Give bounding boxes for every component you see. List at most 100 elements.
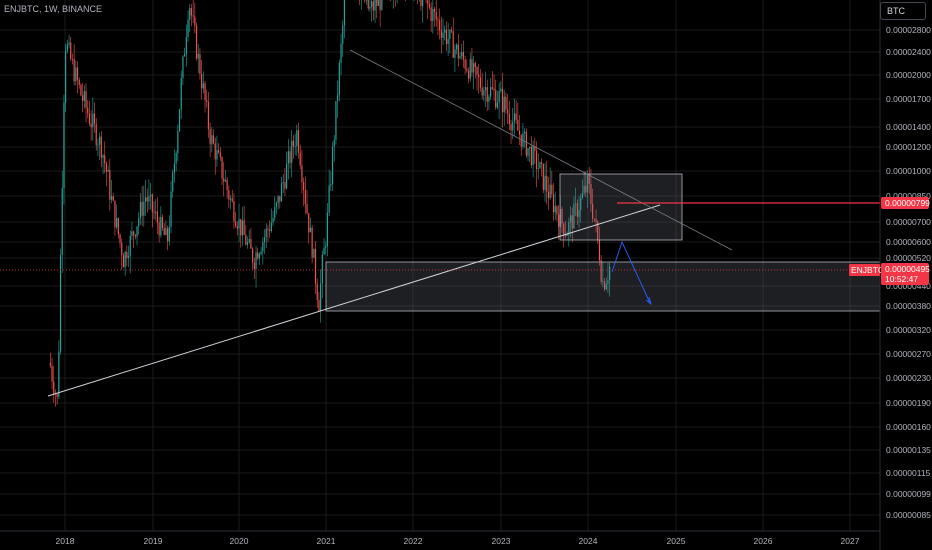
price-axis-tick-label: 0.00000085 bbox=[886, 510, 931, 520]
candle-body bbox=[100, 136, 102, 158]
candle-body bbox=[119, 234, 121, 243]
ascending-trendline[interactable] bbox=[47, 204, 661, 397]
candle-body bbox=[427, 0, 429, 5]
candle-body bbox=[440, 30, 442, 38]
candle-body bbox=[578, 210, 580, 217]
candle-body bbox=[65, 50, 67, 103]
candle-body bbox=[114, 200, 116, 228]
candle-body bbox=[507, 109, 509, 114]
candle-body bbox=[316, 283, 318, 300]
candle-body bbox=[61, 188, 63, 256]
candle-body bbox=[314, 248, 317, 284]
candle-body bbox=[226, 179, 228, 191]
candle-body bbox=[308, 213, 310, 233]
candle-body bbox=[97, 144, 99, 146]
candle-body bbox=[546, 175, 548, 192]
candle-body bbox=[534, 146, 536, 151]
candle-body bbox=[105, 163, 108, 172]
candle-body bbox=[212, 135, 215, 144]
candle-body bbox=[445, 29, 448, 44]
candle-body bbox=[177, 131, 179, 154]
resistance-price-tag bbox=[881, 197, 929, 209]
candle-body bbox=[236, 226, 238, 229]
last-price-tag bbox=[881, 263, 929, 285]
candle-body bbox=[150, 194, 152, 197]
candle-body bbox=[85, 91, 87, 108]
candle-body bbox=[590, 183, 592, 205]
candle-body bbox=[464, 59, 466, 69]
price-axis-tick-label: 0.00000700 bbox=[886, 217, 931, 227]
candle-body bbox=[580, 197, 582, 211]
candle-body bbox=[552, 193, 555, 213]
candle-body bbox=[605, 283, 607, 290]
candle-body bbox=[144, 197, 147, 202]
candle-body bbox=[170, 191, 172, 227]
candle-body bbox=[569, 215, 572, 223]
candle-body bbox=[371, 1, 373, 7]
candle-body bbox=[593, 218, 595, 220]
currency-button[interactable]: BTC bbox=[880, 2, 926, 20]
candle-body bbox=[326, 212, 329, 246]
candle-body bbox=[49, 362, 51, 366]
candle-body bbox=[598, 239, 601, 261]
price-axis-tick-label: 0.00000099 bbox=[886, 489, 931, 499]
price-axis-tick-label: 0.00001400 bbox=[886, 122, 931, 132]
candle-body bbox=[496, 102, 499, 108]
consolidation-rectangle[interactable] bbox=[559, 173, 683, 241]
candle-body bbox=[309, 227, 312, 233]
candle-body bbox=[600, 260, 602, 282]
candle-body bbox=[447, 38, 449, 44]
candle-body bbox=[437, 19, 439, 21]
candle-body bbox=[75, 67, 77, 82]
symbol-name-tag bbox=[849, 264, 880, 276]
candle-body bbox=[224, 179, 227, 182]
candle-body bbox=[269, 229, 271, 232]
candle-body bbox=[246, 242, 249, 245]
candle-body bbox=[525, 131, 527, 156]
price-axis-tick-label: 0.00001200 bbox=[886, 142, 931, 152]
candle-body bbox=[556, 206, 558, 215]
candle-body bbox=[377, 0, 380, 6]
candle-body bbox=[479, 77, 482, 88]
candle-body bbox=[428, 4, 431, 8]
candle-body bbox=[493, 88, 495, 91]
candle-body bbox=[338, 62, 340, 96]
candle-body bbox=[104, 155, 106, 164]
candle-body bbox=[442, 32, 444, 38]
candle-body bbox=[165, 228, 167, 235]
candle-body bbox=[549, 184, 551, 199]
candle-body bbox=[138, 218, 140, 227]
candle-body bbox=[245, 234, 247, 245]
price-axis-tick-label: 0.00000270 bbox=[886, 349, 931, 359]
candle-body bbox=[422, 0, 424, 7]
candle-body bbox=[124, 251, 126, 268]
candle-body bbox=[275, 202, 278, 208]
candle-body bbox=[71, 58, 74, 60]
candle-body bbox=[243, 220, 245, 235]
candle-body bbox=[420, 0, 422, 7]
candle-body bbox=[219, 152, 221, 157]
support-zone-rectangle[interactable] bbox=[325, 261, 881, 312]
candle-body bbox=[304, 190, 306, 205]
candle-body bbox=[469, 59, 471, 79]
projection-path[interactable] bbox=[611, 240, 651, 304]
candle-body bbox=[92, 113, 94, 128]
descending-trendline[interactable] bbox=[349, 49, 733, 251]
price-axis-tick-label: 0.00000520 bbox=[886, 253, 931, 263]
candle-body bbox=[260, 251, 262, 254]
candle-body bbox=[588, 173, 590, 184]
symbol-name-tag-label: ENJBTC bbox=[851, 265, 884, 275]
candle-body bbox=[53, 381, 55, 394]
candle-body bbox=[116, 218, 118, 228]
candle-body bbox=[331, 147, 334, 184]
price-axis-tick-label: 0.00000600 bbox=[886, 237, 931, 247]
candle-body bbox=[121, 242, 123, 256]
candle-body bbox=[102, 155, 104, 158]
candle-body bbox=[457, 44, 459, 59]
candle-body bbox=[257, 252, 259, 259]
symbol-info: ENJBTC, 1W, BINANCE bbox=[4, 4, 103, 14]
candle-body bbox=[110, 196, 113, 200]
price-axis-tick-label: 0.00000190 bbox=[886, 398, 931, 408]
candle-body bbox=[439, 20, 441, 31]
